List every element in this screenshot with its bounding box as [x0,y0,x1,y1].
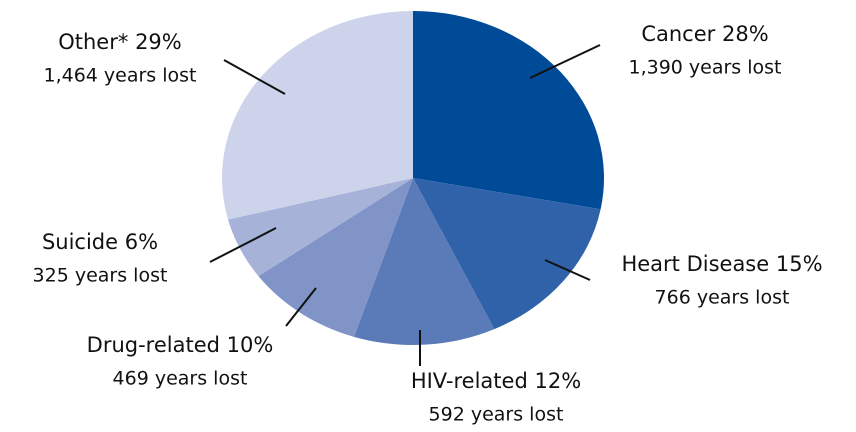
pie-slice [258,178,413,337]
years-lost-label: 766 years lost [655,287,790,309]
leader-line [209,227,277,263]
years-lost-label: 325 years lost [33,265,168,287]
slice-label: Drug-related 10% [87,333,274,357]
category-name: Suicide [42,230,118,254]
percent-label: 12% [534,369,581,393]
category-name: Drug-related [87,333,220,357]
pie-slice [413,11,604,210]
pie-slice [228,178,413,277]
years-lost-label: 592 years lost [429,404,564,426]
percent-label: 29% [135,30,182,54]
slice-label: HIV-related 12% [411,369,581,393]
percent-label: 15% [776,252,823,276]
slice-label: Suicide 6% [42,230,158,254]
category-name: Other* [58,30,128,54]
leader-lines [209,44,601,366]
percent-label: 28% [722,22,769,46]
percent-label: 6% [125,230,158,254]
slice-label: Other* 29% [58,30,182,54]
leader-line [544,259,591,281]
pie-slice [353,178,495,346]
category-name: Heart Disease [621,252,769,276]
years-lost-label: 1,464 years lost [43,65,196,87]
leader-line [529,44,601,79]
category-name: HIV-related [411,369,528,393]
pie [221,11,604,346]
pie-slice [413,178,601,330]
slice-label: Cancer 28% [641,22,768,46]
years-lost-label: 469 years lost [113,368,248,390]
category-name: Cancer [641,22,715,46]
pie-slice [221,11,413,220]
slice-label: Heart Disease 15% [621,252,822,276]
leader-line [285,287,317,327]
years-lost-label: 1,390 years lost [628,57,781,79]
leader-line [223,59,286,95]
percent-label: 10% [227,333,274,357]
